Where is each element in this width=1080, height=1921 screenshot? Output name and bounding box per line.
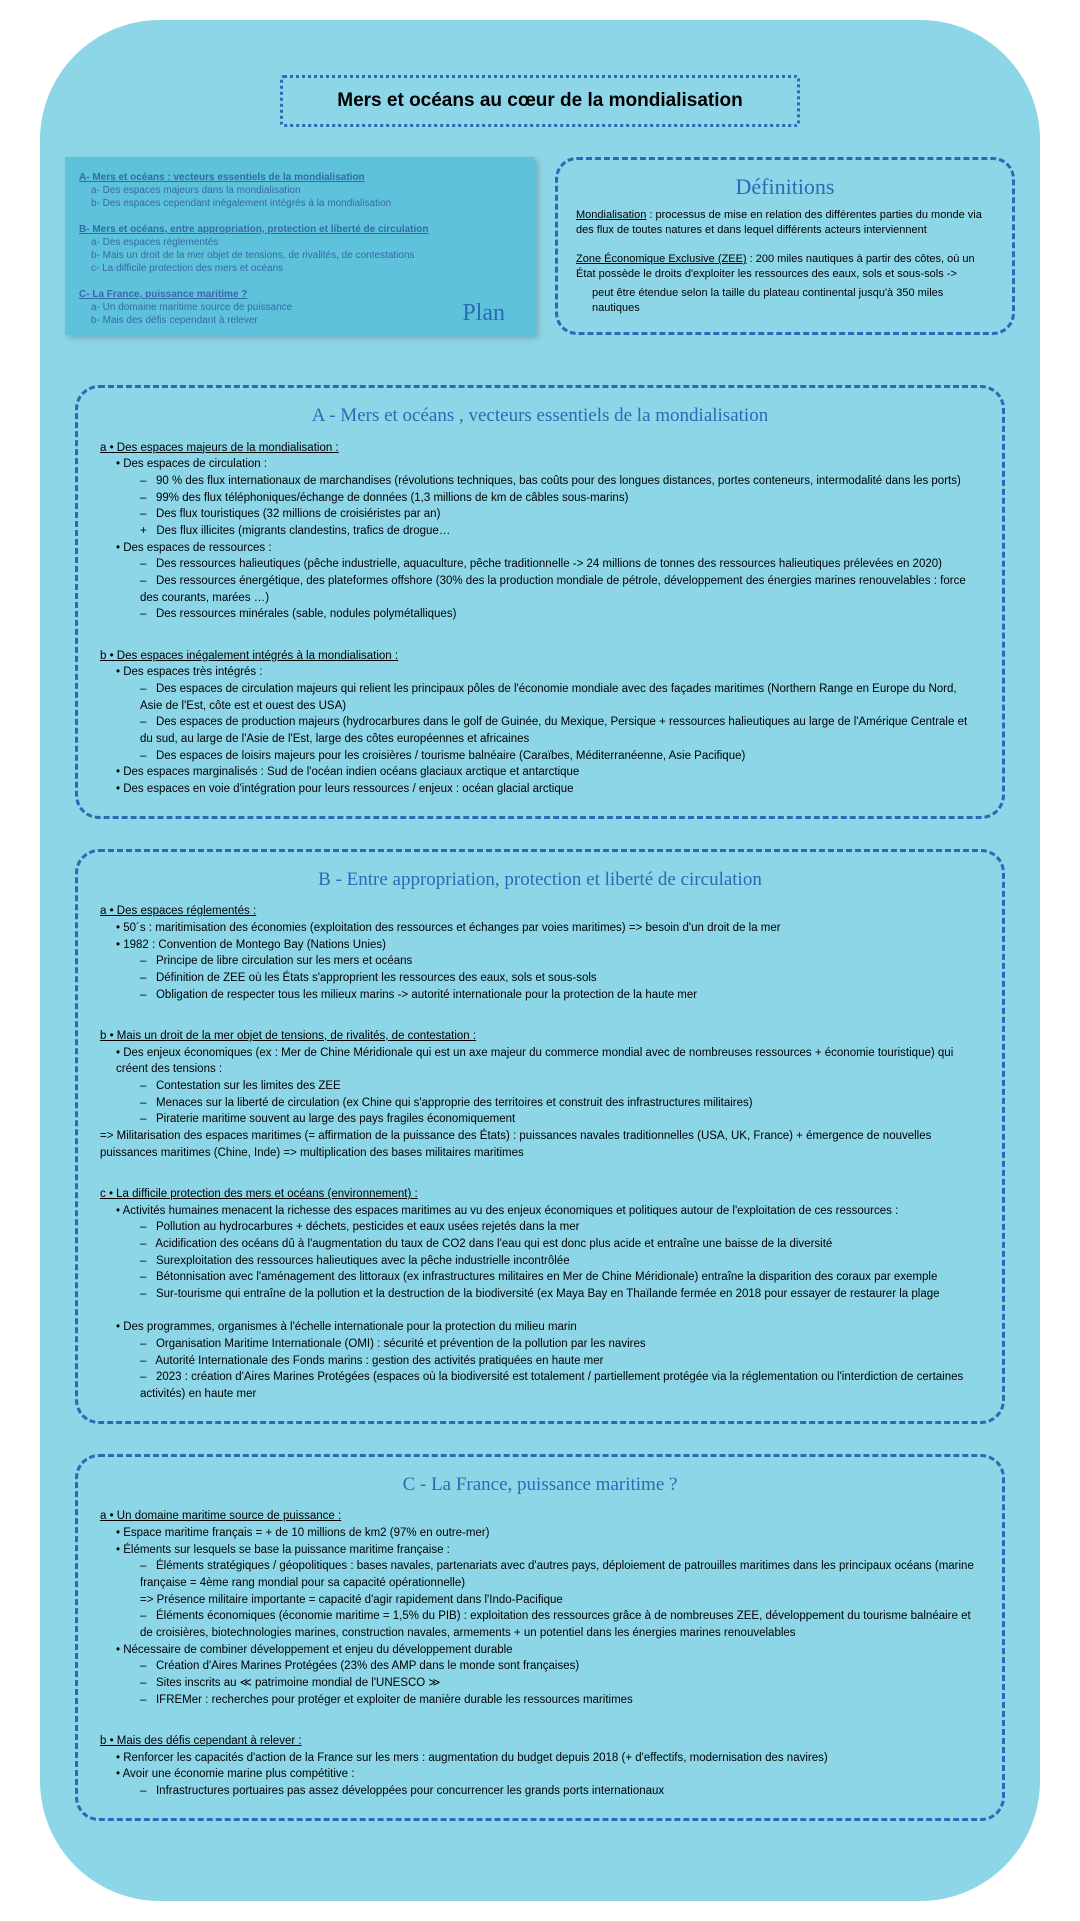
top-row: A- Mers et océans : vecteurs essentiels … [65, 157, 1015, 335]
definitions-box: Définitions Mondialisation : processus d… [555, 157, 1015, 335]
b-b-concl: => Militarisation des espaces maritimes … [100, 1128, 980, 1161]
c-a-arrow: => Présence militaire importante = capac… [140, 1592, 980, 1609]
section-c-a-head: a • Un domaine maritime source de puissa… [100, 1508, 980, 1525]
b-b-i1: Menaces sur la liberté de circulation (e… [140, 1095, 980, 1112]
section-a-a-head: a • Des espaces majeurs de la mondialisa… [100, 440, 980, 457]
b-c1-i4: Sur-tourisme qui entraîne de la pollutio… [140, 1286, 980, 1303]
b-a-i1: 1982 : Convention de Montego Bay (Nation… [116, 937, 980, 954]
b-a-s1: Définition de ZEE où les États s'appropr… [140, 970, 980, 987]
plan-b-sub2: b- Mais un droit de la mer objet de tens… [91, 249, 521, 262]
c-a3-i1: Sites inscrits au ≪ patrimoine mondial d… [140, 1675, 980, 1692]
a-b1: Des espaces très intégrés : [116, 664, 980, 681]
plan-b-head: B- Mers et océans, entre appropriation, … [79, 224, 429, 235]
page-container: Mers et océans au cœur de la mondialisat… [40, 20, 1040, 1901]
plan-c-sub1: a- Un domaine maritime source de puissan… [91, 301, 521, 314]
a-b1-i0: Des espaces de circulation majeurs qui r… [140, 681, 980, 714]
a-b3: Des espaces en voie d'intégration pour l… [116, 781, 980, 798]
b-c2-i1: Autorité Internationale des Fonds marins… [140, 1353, 980, 1370]
plan-b-sub3: c- La difficile protection des mers et o… [91, 262, 521, 275]
a-b1-i2: Des espaces de loisirs majeurs pour les … [140, 748, 980, 765]
definitions-heading: Définitions [576, 172, 994, 202]
b-c2-i2: 2023 : création d'Aires Marines Protégée… [140, 1369, 980, 1402]
c-a3: Nécessaire de combiner développement et … [116, 1642, 980, 1659]
def-1-term: Mondialisation [576, 209, 646, 221]
a-a2-i2: Des ressources minérales (sable, nodules… [140, 606, 980, 623]
b-c2: Des programmes, organismes à l'échelle i… [116, 1319, 980, 1336]
a-a2-i1: Des ressources énergétique, des platefor… [140, 573, 980, 606]
c-a-s0: Éléments stratégiques / géopolitiques : … [140, 1558, 980, 1591]
section-a-b-head: b • Des espaces inégalement intégrés à l… [100, 648, 980, 665]
b-a-s0: Principe de libre circulation sur les me… [140, 953, 980, 970]
a-a2: Des espaces de ressources : [116, 540, 980, 557]
a-b1-i1: Des espaces de production majeurs (hydro… [140, 714, 980, 747]
plan-a-head: A- Mers et océans : vecteurs essentiels … [79, 172, 365, 183]
b-c1: Activités humaines menacent la richesse … [116, 1203, 980, 1220]
section-b-b-head: b • Mais un droit de la mer objet de ten… [100, 1028, 980, 1045]
a-a1-i2: Des flux touristiques (32 millions de cr… [140, 506, 980, 523]
c-a-i1: Éléments sur lesquels se base la puissan… [116, 1542, 980, 1559]
section-a-heading: A - Mers et océans , vecteurs essentiels… [100, 402, 980, 430]
b-c1-i0: Pollution au hydrocarbures + déchets, pe… [140, 1219, 980, 1236]
a-a1-plus: Des flux illicites (migrants clandestins… [140, 523, 980, 540]
page-title: Mers et océans au cœur de la mondialisat… [295, 90, 785, 112]
b-a-i0: 50´s : maritimisation des économies (exp… [116, 920, 980, 937]
b-c1-i1: Acidification des océans dû à l'augmenta… [140, 1236, 980, 1253]
def-2-term: Zone Économique Exclusive (ZEE) [576, 253, 747, 265]
section-b-a-head: a • Des espaces réglementés : [100, 903, 980, 920]
plan-label: Plan [462, 298, 505, 329]
section-c-heading: C - La France, puissance maritime ? [100, 1471, 980, 1499]
a-a1-i0: 90 % des flux internationaux de marchand… [140, 473, 980, 490]
b-a-s2: Obligation de respecter tous les milieux… [140, 987, 980, 1004]
c-a3-i2: IFREMer : recherches pour protéger et ex… [140, 1692, 980, 1709]
plan-c-sub2: b- Mais des défis cependant à relever [91, 314, 521, 327]
c-b-s0: Infrastructures portuaires pas assez dév… [140, 1783, 980, 1800]
b-c2-i0: Organisation Maritime Internationale (OM… [140, 1336, 980, 1353]
b-b-intro: • Des enjeux économiques (ex : Mer de Ch… [116, 1045, 980, 1078]
title-box: Mers et océans au cœur de la mondialisat… [280, 75, 800, 127]
section-b-c-head: c • La difficile protection des mers et … [100, 1186, 980, 1203]
plan-b-sub1: a- Des espaces réglementés [91, 236, 521, 249]
section-b: B - Entre appropriation, protection et l… [75, 849, 1005, 1424]
c-a-i0: Espace maritime français = + de 10 milli… [116, 1525, 980, 1542]
a-a1: Des espaces de circulation : [116, 456, 980, 473]
b-c1-i2: Surexploitation des ressources halieutiq… [140, 1253, 980, 1270]
a-b2: Des espaces marginalisés : Sud de l'océa… [116, 764, 980, 781]
def-2-indent: peut être étendue selon la taille du pla… [592, 286, 994, 316]
plan-box: A- Mers et océans : vecteurs essentiels … [65, 157, 535, 335]
c-a3-i0: Création d'Aires Marines Protégées (23% … [140, 1658, 980, 1675]
section-c: C - La France, puissance maritime ? a • … [75, 1454, 1005, 1821]
a-a1-i1: 99% des flux téléphoniques/échange de do… [140, 490, 980, 507]
b-b-i2: Piraterie maritime souvent au large des … [140, 1111, 980, 1128]
plan-a-sub1: a- Des espaces majeurs dans la mondialis… [91, 184, 521, 197]
c-b-i0: Renforcer les capacités d'action de la F… [116, 1750, 980, 1767]
c-a-s2-0: Éléments économiques (économie maritime … [140, 1608, 980, 1641]
a-a2-i0: Des ressources halieutiques (pêche indus… [140, 556, 980, 573]
plan-c-head: C- La France, puissance maritime ? [79, 289, 247, 300]
section-b-heading: B - Entre appropriation, protection et l… [100, 866, 980, 894]
def-1: Mondialisation : processus de mise en re… [576, 208, 994, 238]
plan-a-sub2: b- Des espaces cependant inégalement int… [91, 197, 521, 210]
section-a: A - Mers et océans , vecteurs essentiels… [75, 385, 1005, 819]
section-c-b-head: b • Mais des défis cependant à relever : [100, 1733, 980, 1750]
def-2: Zone Économique Exclusive (ZEE) : 200 mi… [576, 252, 994, 282]
b-c1-i3: Bétonnisation avec l'aménagement des lit… [140, 1269, 980, 1286]
b-b-i0: Contestation sur les limites des ZEE [140, 1078, 980, 1095]
